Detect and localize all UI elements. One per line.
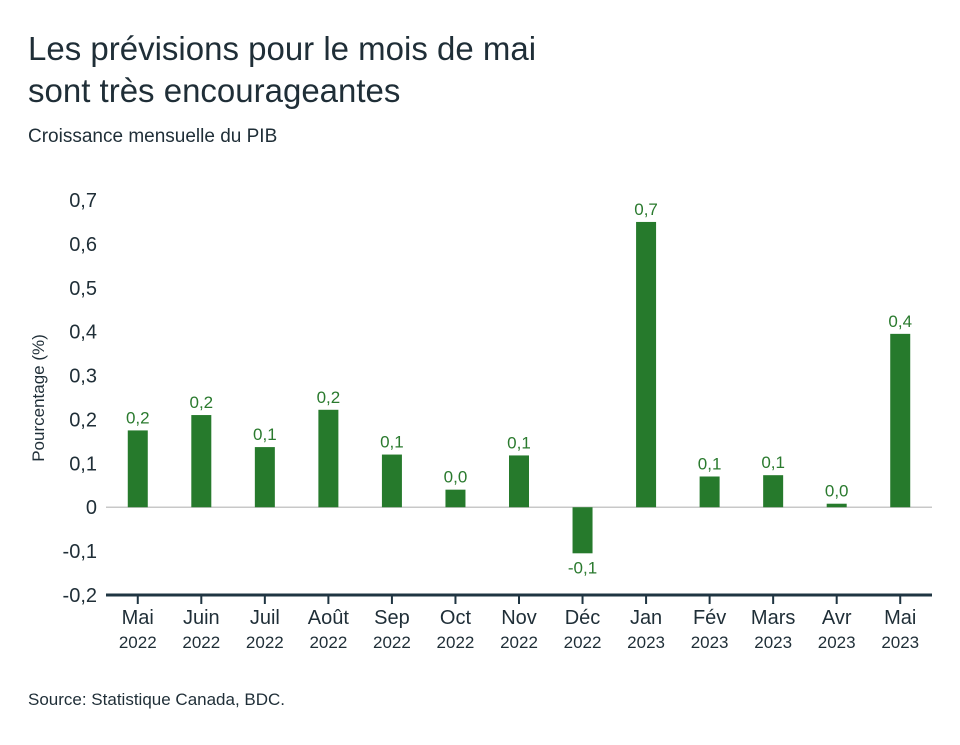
x-tick-label-year: 2022 [182, 633, 220, 652]
bar [763, 475, 784, 508]
x-tick-label-year: 2022 [500, 633, 538, 652]
x-tick-label-year: 2022 [246, 633, 284, 652]
x-tick-label-month: Août [308, 607, 350, 629]
x-tick-label-year: 2022 [309, 633, 347, 652]
y-axis-ticks: 0,7 0,6 0,5 0,4 0,3 0,2 0,1 0 -0,1 -0,2 [63, 190, 97, 607]
y-tick-label: 0,2 [69, 409, 97, 431]
data-label: 0,4 [888, 312, 912, 331]
y-tick-label: -0,2 [63, 585, 97, 607]
x-tick-label-month: Jan [630, 607, 662, 629]
data-label: 0,2 [126, 408, 150, 427]
y-tick-label: 0,7 [69, 190, 97, 212]
bar [318, 409, 339, 508]
x-tick-label-month: Oct [440, 607, 472, 629]
x-tick-label-year: 2023 [881, 633, 919, 652]
y-axis-title: Pourcentage (%) [29, 334, 48, 462]
data-label: 0,1 [380, 433, 404, 452]
x-tick-label-month: Juin [183, 607, 220, 629]
data-label: 0,1 [698, 455, 722, 474]
data-label: -0,1 [568, 558, 597, 577]
x-axis-labels: Mai 2022 Juin 2022 Juil 2022 Août 2022 Sep 2022 Oc… [119, 607, 919, 652]
x-tick-label-month: Sep [374, 607, 410, 629]
source-note: Source: Statistique Canada, BDC. [28, 690, 286, 709]
data-label: 0,7 [634, 200, 658, 219]
data-labels: 0,2 0,2 0,1 0,2 0,1 0,0 0,1 -0,1 0,7 0,1 0,1 0,0 0,4 [126, 200, 912, 577]
data-label: 0,2 [317, 388, 341, 407]
bar-series [127, 221, 911, 554]
bar [381, 454, 402, 508]
x-tick-label-year: 2023 [754, 633, 792, 652]
bar [254, 447, 275, 508]
y-tick-label: -0,1 [63, 541, 97, 563]
data-label: 0,1 [253, 425, 277, 444]
x-tick-label-year: 2022 [119, 633, 157, 652]
x-tick-label-month: Juil [250, 607, 280, 629]
bar [127, 430, 148, 508]
x-tick-label-year: 2022 [564, 633, 602, 652]
bar [509, 455, 529, 508]
x-tick-label-year: 2023 [818, 633, 856, 652]
chart-title-line-2: sont très encourageantes [28, 72, 401, 109]
bar [445, 489, 466, 508]
x-tick-label-month: Déc [565, 607, 601, 629]
y-tick-label: 0,1 [69, 453, 97, 475]
x-tick-label-month: Nov [501, 607, 537, 629]
y-tick-label: 0,6 [69, 234, 97, 256]
x-axis [106, 593, 932, 604]
y-tick-label: 0,4 [69, 322, 97, 344]
x-tick-label-month: Mars [751, 607, 795, 629]
chart-subtitle: Croissance mensuelle du PIB [28, 126, 278, 147]
y-tick-label: 0,5 [69, 278, 97, 300]
data-label: 0,0 [444, 468, 468, 487]
data-label: 0,0 [825, 482, 849, 501]
y-tick-label: 0 [86, 497, 97, 519]
bar [826, 503, 847, 508]
x-tick-label-month: Mai [884, 607, 916, 629]
x-tick-label-year: 2022 [437, 633, 475, 652]
y-tick-label: 0,3 [69, 366, 97, 388]
chart-title: Les prévisions pour le mois de mai sont … [28, 28, 928, 112]
bar [191, 415, 212, 508]
x-tick-label-month: Fév [693, 607, 726, 629]
chart-title-line-1: Les prévisions pour le mois de mai [28, 30, 537, 67]
bar [636, 221, 657, 508]
x-tick-label-year: 2023 [627, 633, 665, 652]
x-tick-label-month: Mai [122, 607, 154, 629]
bar [572, 507, 593, 554]
x-tick-label-month: Avr [822, 607, 852, 629]
bar [890, 333, 911, 508]
x-tick-label-year: 2023 [691, 633, 729, 652]
x-tick-label-year: 2022 [373, 633, 411, 652]
bar [699, 476, 720, 508]
data-label: 0,2 [189, 393, 213, 412]
data-label: 0,1 [507, 433, 531, 452]
data-label: 0,1 [761, 453, 785, 472]
